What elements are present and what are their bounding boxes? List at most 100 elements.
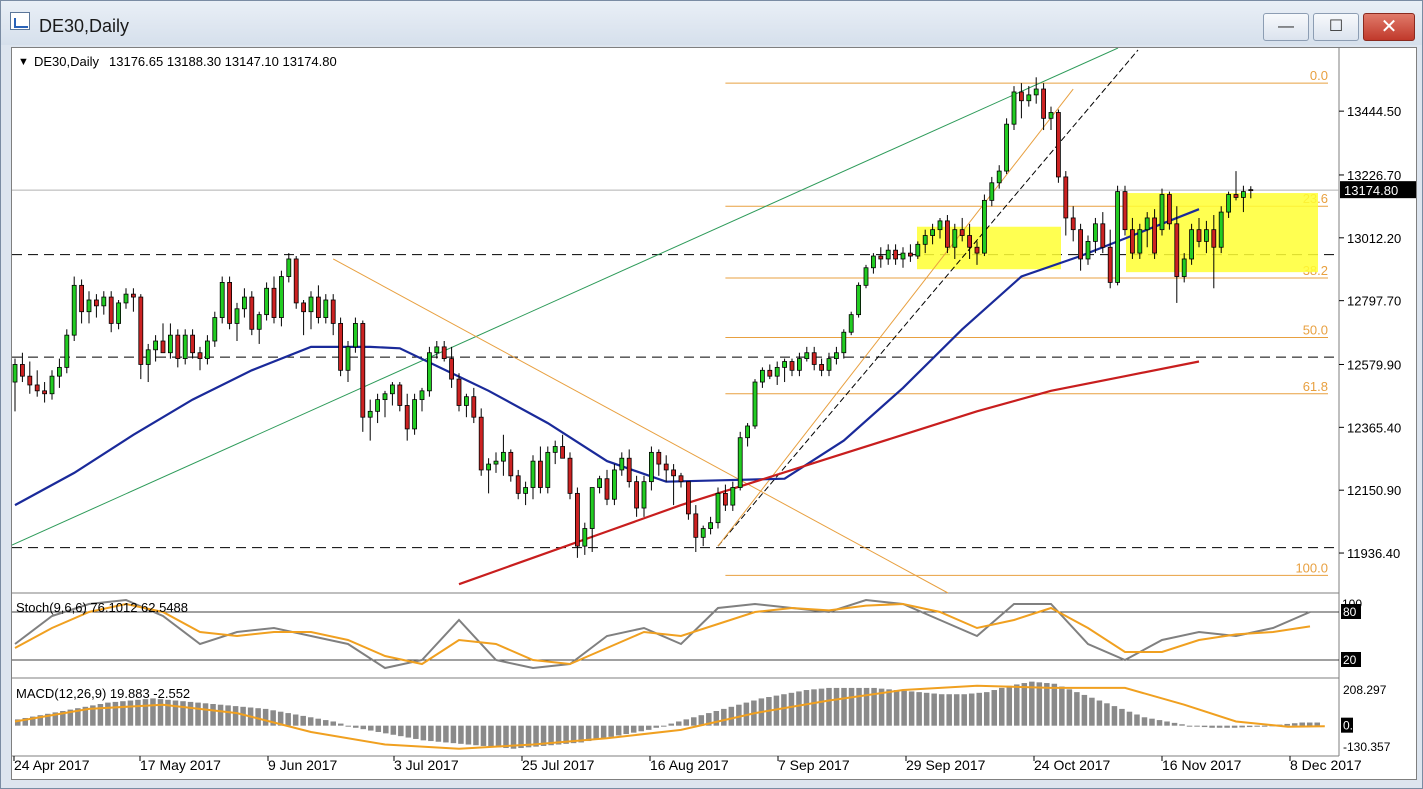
candle[interactable]: [730, 481, 736, 511]
candle[interactable]: [604, 469, 610, 506]
candle[interactable]: [930, 223, 935, 245]
candle[interactable]: [219, 276, 225, 324]
candle[interactable]: [1107, 229, 1113, 289]
candle[interactable]: [671, 464, 676, 506]
candle[interactable]: [878, 247, 884, 268]
candle[interactable]: [885, 244, 891, 265]
candle[interactable]: [575, 487, 580, 558]
candle[interactable]: [108, 291, 114, 333]
candle[interactable]: [234, 302, 240, 342]
candle[interactable]: [967, 223, 972, 259]
candle[interactable]: [959, 217, 965, 242]
candle[interactable]: [1218, 206, 1224, 254]
candle[interactable]: [530, 455, 536, 500]
candle[interactable]: [612, 464, 617, 506]
minimize-button[interactable]: —: [1263, 13, 1309, 41]
candle[interactable]: [138, 294, 144, 380]
candle[interactable]: [1233, 171, 1239, 201]
candle[interactable]: [116, 299, 121, 330]
candle[interactable]: [182, 329, 188, 365]
candle[interactable]: [493, 452, 499, 473]
candle[interactable]: [523, 481, 529, 506]
candle[interactable]: [204, 335, 210, 365]
candle[interactable]: [19, 352, 25, 383]
candle[interactable]: [434, 341, 440, 359]
candle[interactable]: [1152, 209, 1157, 259]
candle[interactable]: [1056, 109, 1061, 183]
candle[interactable]: [922, 229, 928, 254]
candle[interactable]: [167, 323, 173, 359]
candle[interactable]: [500, 434, 506, 476]
candle[interactable]: [1100, 212, 1106, 254]
candle[interactable]: [197, 346, 203, 371]
candle[interactable]: [478, 408, 484, 476]
candle[interactable]: [597, 475, 602, 494]
candle[interactable]: [752, 379, 758, 429]
candle[interactable]: [1004, 118, 1009, 174]
candle[interactable]: [1011, 86, 1017, 131]
candle[interactable]: [811, 346, 817, 371]
candle[interactable]: [301, 299, 307, 336]
candle[interactable]: [708, 516, 713, 535]
candle[interactable]: [57, 358, 62, 388]
candle[interactable]: [1078, 223, 1083, 271]
candle[interactable]: [1019, 83, 1024, 119]
candle[interactable]: [101, 291, 107, 315]
candle[interactable]: [856, 282, 861, 318]
close-button[interactable]: ✕: [1363, 13, 1415, 41]
candle[interactable]: [693, 505, 699, 552]
candle[interactable]: [27, 361, 33, 394]
candle[interactable]: [567, 452, 573, 500]
candle[interactable]: [397, 382, 403, 412]
candle[interactable]: [789, 358, 795, 377]
candle[interactable]: [774, 361, 780, 385]
candle[interactable]: [1226, 191, 1231, 218]
orange-trendline[interactable]: [332, 258, 949, 594]
candle[interactable]: [686, 481, 691, 520]
candle[interactable]: [1196, 217, 1202, 248]
fibo-trend-line[interactable]: [717, 88, 1074, 547]
candle[interactable]: [626, 449, 632, 488]
candle[interactable]: [1033, 77, 1039, 104]
candle[interactable]: [1167, 191, 1172, 230]
candle[interactable]: [94, 294, 99, 318]
candle[interactable]: [649, 446, 654, 491]
candle[interactable]: [826, 352, 832, 377]
candle[interactable]: [545, 446, 551, 494]
candle[interactable]: [515, 469, 521, 500]
candle[interactable]: [456, 373, 462, 412]
candle[interactable]: [382, 390, 388, 418]
candle[interactable]: [345, 341, 351, 383]
candle[interactable]: [538, 446, 543, 494]
candle[interactable]: [308, 291, 314, 330]
candle[interactable]: [745, 423, 750, 447]
candle[interactable]: [49, 370, 55, 400]
candle[interactable]: [552, 440, 558, 465]
candle[interactable]: [352, 317, 358, 353]
candle[interactable]: [1130, 217, 1135, 259]
candle[interactable]: [1181, 253, 1187, 283]
candle[interactable]: [952, 223, 958, 259]
candle[interactable]: [804, 346, 810, 362]
candle[interactable]: [871, 253, 876, 274]
candle[interactable]: [412, 393, 418, 435]
candle[interactable]: [278, 270, 284, 327]
candle[interactable]: [1115, 185, 1120, 286]
candle[interactable]: [1174, 206, 1180, 303]
candle[interactable]: [286, 253, 292, 283]
candle[interactable]: [293, 256, 299, 309]
candle[interactable]: [760, 367, 765, 388]
candle[interactable]: [663, 455, 669, 482]
candle[interactable]: [175, 329, 181, 368]
candle[interactable]: [160, 323, 166, 354]
candle[interactable]: [190, 329, 196, 359]
candle[interactable]: [79, 279, 84, 324]
candle[interactable]: [131, 288, 136, 312]
dashed-trendline[interactable]: [717, 49, 1139, 547]
candle[interactable]: [937, 217, 943, 239]
candle[interactable]: [678, 472, 684, 488]
candle[interactable]: [1137, 223, 1143, 259]
candle[interactable]: [1063, 171, 1069, 236]
candle[interactable]: [271, 276, 277, 324]
